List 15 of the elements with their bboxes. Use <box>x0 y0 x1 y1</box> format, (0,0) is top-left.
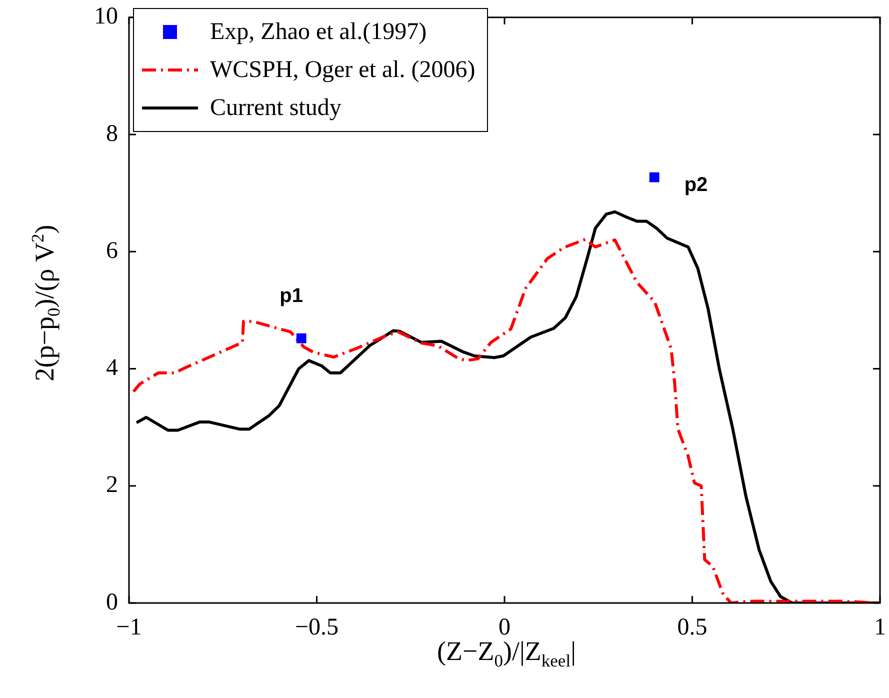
y-tick-label: 2 <box>106 472 118 498</box>
annotation: p1 <box>280 284 304 307</box>
x-tick-label: −0.5 <box>294 614 339 641</box>
legend-label: Exp, Zhao et al.(1997) <box>210 18 427 46</box>
x-tick-label: −1 <box>116 614 142 641</box>
y-tick-label: 6 <box>106 238 118 264</box>
x-tick-label: 1 <box>874 614 886 641</box>
legend-label: WCSPH, Oger et al. (2006) <box>210 56 476 84</box>
y-tick-label: 4 <box>106 355 118 382</box>
legend-label: Current study <box>210 94 342 122</box>
y-tick-label: 8 <box>106 120 118 147</box>
x-tick-label: 0.5 <box>677 614 708 641</box>
annotation: p2 <box>684 174 708 196</box>
y-tick-label: 0 <box>106 589 118 616</box>
y-tick-label: 10 <box>94 4 118 30</box>
